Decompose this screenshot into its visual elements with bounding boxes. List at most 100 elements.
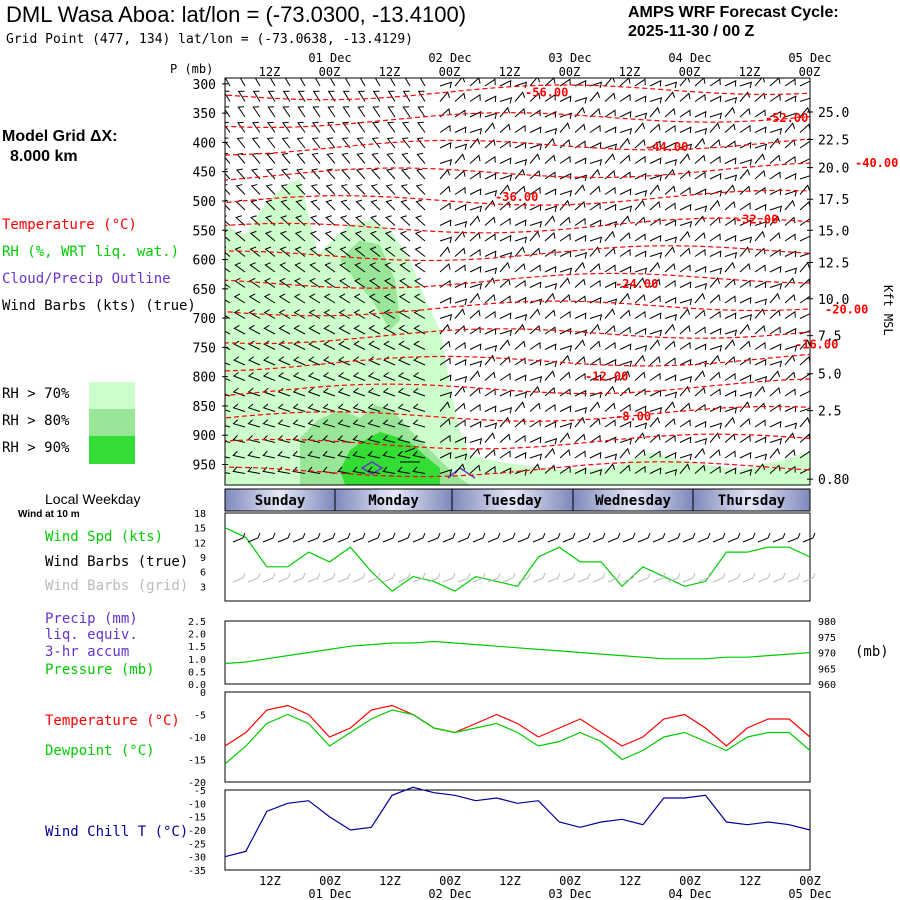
wind-chill-panel-tick-label: -15 [188,813,206,824]
wind-barb [454,186,466,195]
wind-barb [340,199,351,211]
wind-barb [559,465,571,474]
wind-barb [649,201,661,211]
wind-barb [815,82,828,90]
true-wind-barb [667,532,681,543]
wind-barb [414,230,426,242]
wind-chill-panel-tick-label: -20 [188,826,206,837]
wind-barb [634,112,648,120]
wind-barb [619,78,631,87]
pressure-tick-label: 700 [193,312,216,327]
true-wind-barb [382,532,396,543]
wind-barb [413,324,426,335]
wind-barb [398,340,411,350]
wind-barb [784,354,796,366]
wind-barb [574,174,588,182]
wind-barb [589,469,603,476]
wind-barb [769,360,783,368]
top-tick-label: 12Z [739,65,761,79]
wind-barb [529,385,541,397]
pressure-tick-label: 350 [193,107,216,122]
wind-barb [484,388,496,397]
wind-barb [499,217,511,226]
wind-barb [454,376,468,383]
wind-barb [529,143,543,151]
wind-barb [559,95,572,103]
wind-barb [709,277,721,288]
wind-barb [264,230,276,242]
wind-barb [324,277,336,288]
wind-barb [311,137,321,149]
wind-barb [247,419,261,428]
wind-barb [724,467,737,475]
wind-barb [249,230,261,242]
wind-barb [263,324,276,335]
wind-barb [308,356,321,366]
wind-barb [724,278,736,288]
wind-barb [387,121,396,133]
wind-barb [382,387,396,397]
wind-barb [784,327,797,335]
wind-barb [309,246,321,257]
wind-barb [307,466,321,474]
wind-barb [679,143,693,151]
wind-barb [739,108,751,118]
wind-barb [649,97,663,104]
wind-barb [307,435,321,443]
legend-rh: RH (%, WRT liq. wat.) [2,244,180,260]
wind-barb [484,310,496,319]
precip-tick-label: 1.0 [188,655,206,666]
temperature-line [224,704,811,747]
wind-barb [544,420,557,428]
pressure-tick-label: 900 [193,429,216,444]
wind-barb [784,371,796,381]
wind-barb [679,230,691,242]
wind-barb [559,294,571,304]
wind-barb [398,324,411,335]
wind-barb [354,230,366,242]
bottom-tick-label: 00Z [319,874,341,888]
wind-barb [514,219,527,227]
wind-barb [754,419,766,428]
wind-barb [739,202,751,211]
grid-wind-barb [457,572,471,583]
wind-barb [664,185,676,195]
temperature-contour-label: -20.00 [825,302,868,316]
wind-barb [544,326,556,335]
top-tick-label: 12Z [619,65,641,79]
wind-barb [234,230,246,242]
wind-barb [499,106,511,118]
top-tick-label: 00Z [679,65,701,79]
true-wind-barb [262,532,276,543]
height-tick-label: 2.5 [818,405,841,420]
bottom-tick-label: 00Z [799,874,821,888]
wind-barb [754,78,766,87]
grid-wind-barb [517,572,531,583]
wind-barb [574,201,586,211]
wind-barb [559,112,573,120]
wind-barb [469,326,481,335]
wind-barb [604,419,616,428]
wind-barb [769,438,783,445]
wind-barb [619,283,633,290]
wind-barb [324,246,336,257]
wind-barb [253,78,261,87]
wind-barb [310,215,321,226]
wind-barb [679,453,693,461]
wind-barb [225,466,231,474]
wind-panel-tick-label: 18 [194,509,206,520]
wind-barb [799,157,810,165]
wind-barb [367,466,381,474]
wind-barb [784,199,796,211]
true-wind-barb [547,532,561,543]
wind-barb [769,171,781,180]
wind-barb [262,372,276,381]
pressure-tick-label: 600 [193,254,216,269]
wind-barb [325,199,336,211]
wind-barb [369,246,381,257]
wind-barb [679,170,691,180]
wind-barb [754,385,766,397]
wind-barb [439,469,453,476]
wind-barb [342,106,351,118]
wind-barb [634,78,646,87]
